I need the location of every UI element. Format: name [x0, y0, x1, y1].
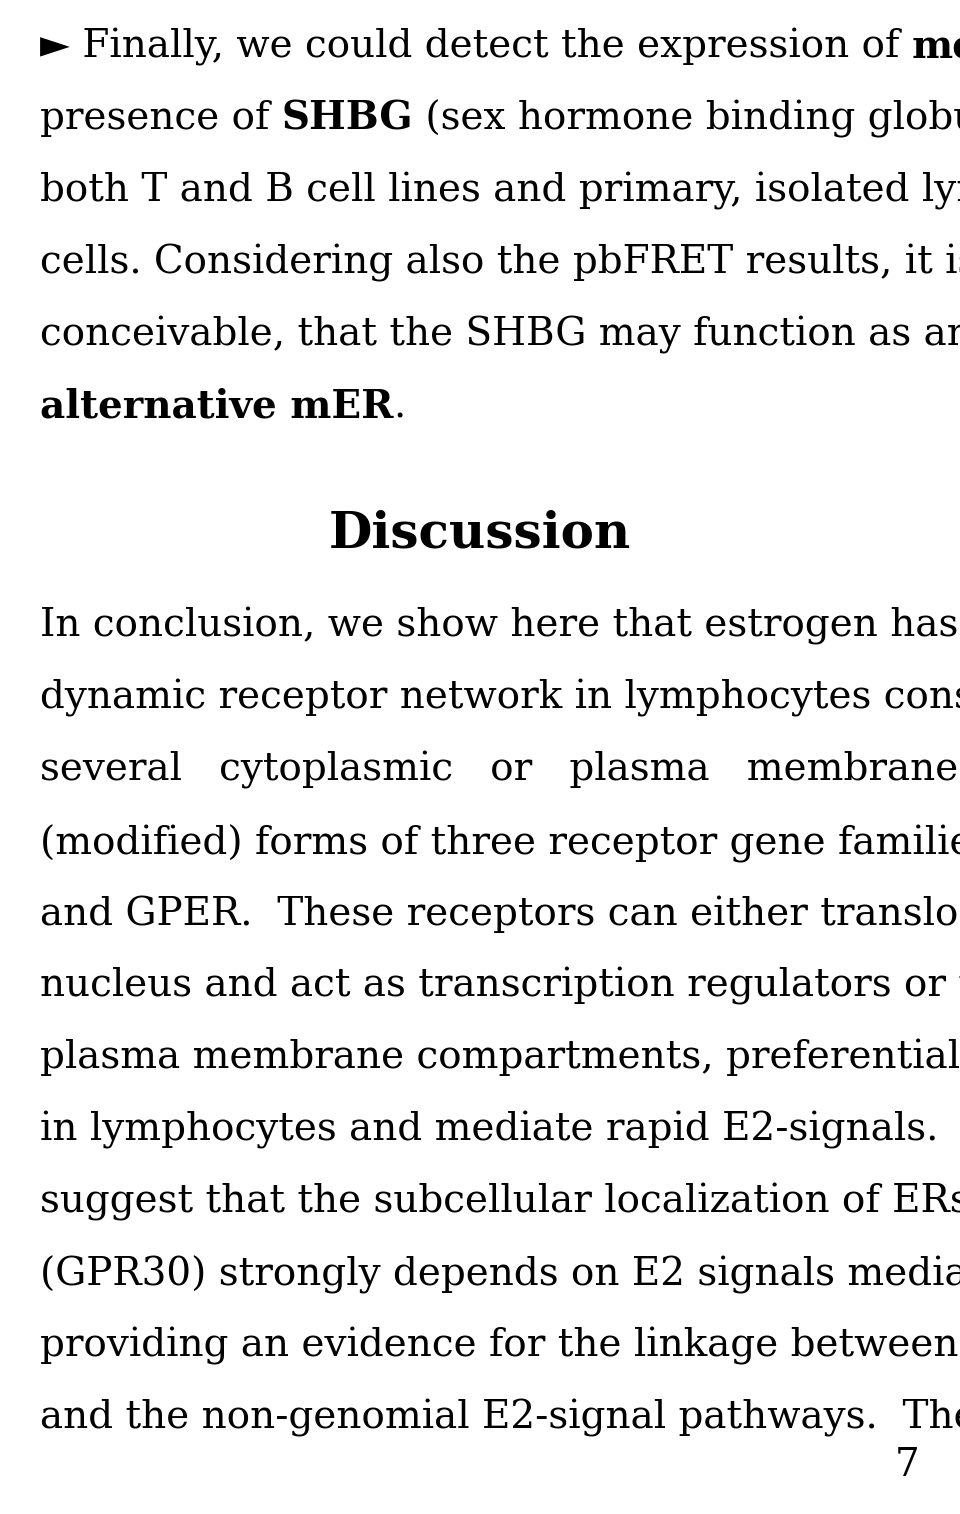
Text: nucleus and act as transcription regulators or translocate to: nucleus and act as transcription regulat…: [40, 967, 960, 1005]
Text: (modified) forms of three receptor gene families, ERα, ERβ: (modified) forms of three receptor gene …: [40, 824, 960, 861]
Text: plasma membrane compartments, preferentially to lipid rafts,: plasma membrane compartments, preferenti…: [40, 1039, 960, 1076]
Text: conceivable, that the SHBG may function as an: conceivable, that the SHBG may function …: [40, 316, 960, 354]
Text: and GPER.  These receptors can either translocate to the: and GPER. These receptors can either tra…: [40, 895, 960, 933]
Text: Discussion: Discussion: [329, 510, 631, 559]
Text: (sex hormone binding globulin) on: (sex hormone binding globulin) on: [414, 100, 960, 138]
Text: (GPR30) strongly depends on E2 signals mediated by mER,: (GPR30) strongly depends on E2 signals m…: [40, 1255, 960, 1293]
Text: presence of: presence of: [40, 100, 281, 136]
Text: both T and B cell lines and primary, isolated lymphoid: both T and B cell lines and primary, iso…: [40, 173, 960, 210]
Text: cells. Considering also the pbFRET results, it is: cells. Considering also the pbFRET resul…: [40, 244, 960, 282]
Text: providing an evidence for the linkage between the genomial: providing an evidence for the linkage be…: [40, 1328, 960, 1366]
Text: suggest that the subcellular localization of ERs and GPER: suggest that the subcellular localizatio…: [40, 1184, 960, 1222]
Text: and the non-genomial E2-signal pathways.  The estrogen-: and the non-genomial E2-signal pathways.…: [40, 1399, 960, 1437]
Text: dynamic receptor network in lymphocytes consisting of: dynamic receptor network in lymphocytes …: [40, 680, 960, 718]
Text: megalin: megalin: [912, 27, 960, 67]
Text: several   cytoplasmic   or   plasma   membrane-associated: several cytoplasmic or plasma membrane-a…: [40, 751, 960, 789]
Text: ►: ►: [40, 27, 70, 65]
Text: in lymphocytes and mediate rapid E2-signals.  Our results: in lymphocytes and mediate rapid E2-sign…: [40, 1111, 960, 1149]
Text: .: .: [394, 388, 406, 425]
Text: alternative mER: alternative mER: [40, 388, 394, 425]
Text: SHBG: SHBG: [281, 100, 414, 138]
Text: Finally, we could detect the expression of: Finally, we could detect the expression …: [70, 27, 912, 67]
Text: 7: 7: [896, 1447, 920, 1484]
Text: In conclusion, we show here that estrogen has a complex,: In conclusion, we show here that estroge…: [40, 607, 960, 645]
